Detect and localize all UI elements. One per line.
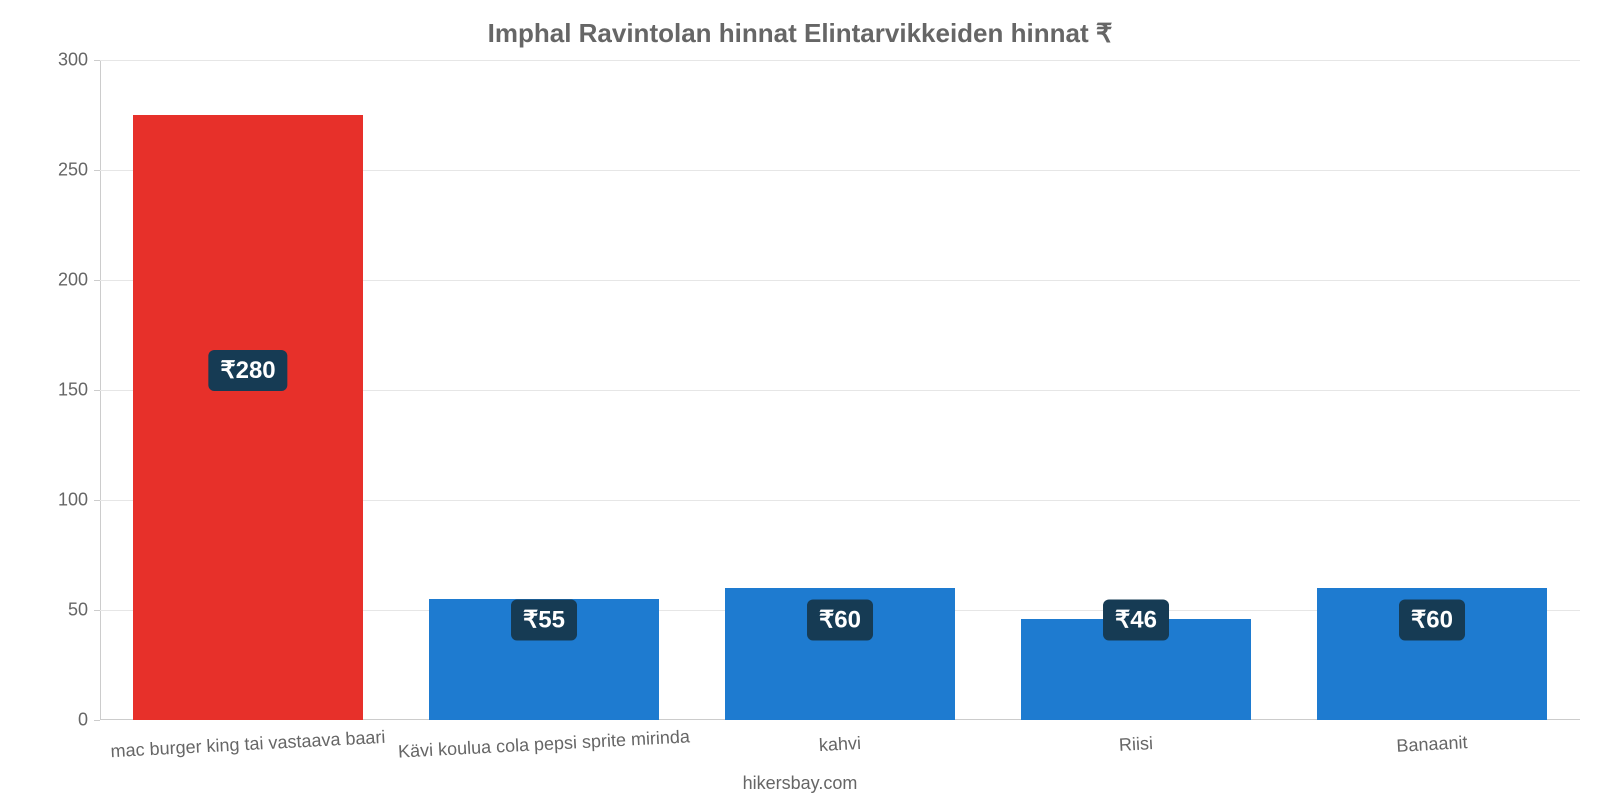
y-tick-label: 100 (58, 490, 100, 511)
x-tick-label: Riisi (1118, 733, 1153, 756)
x-tick-label: kahvi (818, 733, 861, 756)
y-tick-label: 50 (68, 600, 100, 621)
plot-area: 050100150200250300₹280mac burger king ta… (100, 60, 1580, 720)
value-badge: ₹60 (807, 600, 873, 641)
x-tick-label: Kävi koulua cola pepsi sprite mirinda (398, 726, 691, 762)
y-tick-label: 0 (78, 710, 100, 731)
x-tick-label: Banaanit (1396, 732, 1468, 757)
value-badge: ₹46 (1103, 600, 1169, 641)
gridline (100, 60, 1580, 61)
value-badge: ₹280 (208, 350, 287, 391)
y-tick-label: 300 (58, 50, 100, 71)
y-tick-label: 250 (58, 160, 100, 181)
y-tick-label: 150 (58, 380, 100, 401)
chart-footer: hikersbay.com (0, 773, 1600, 794)
price-bar-chart: Imphal Ravintolan hinnat Elintarvikkeide… (0, 0, 1600, 800)
value-badge: ₹55 (511, 600, 577, 641)
value-badge: ₹60 (1399, 600, 1465, 641)
chart-title: Imphal Ravintolan hinnat Elintarvikkeide… (0, 18, 1600, 49)
bar (133, 115, 364, 720)
x-tick-label: mac burger king tai vastaava baari (110, 727, 386, 762)
y-tick-label: 200 (58, 270, 100, 291)
